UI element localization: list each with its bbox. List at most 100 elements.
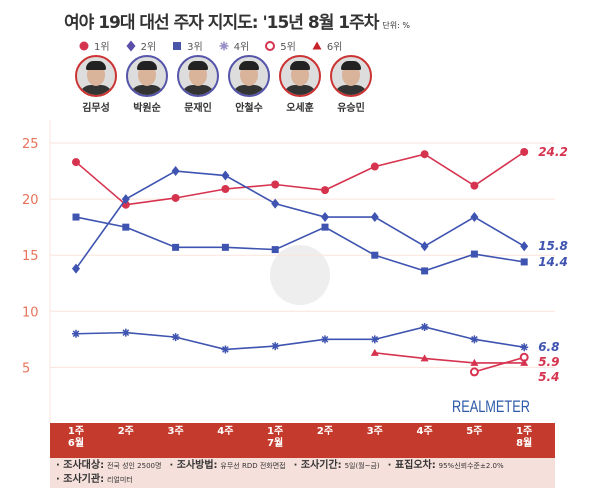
legend-label: 4위 <box>233 42 250 53</box>
info-key: · 조사방법: <box>169 460 218 471</box>
data-point <box>122 223 130 231</box>
x-axis-bar: 1주 6월 2주 3주 4주 1주 7월 2주 3주 4주 5주 1주 8월 <box>50 423 555 458</box>
candidate-name: 박원순 <box>133 103 161 114</box>
data-point <box>171 333 180 342</box>
data-point <box>171 166 180 177</box>
data-point <box>370 212 379 223</box>
candidate-photo <box>177 55 219 97</box>
candidate: 문재인 <box>176 55 220 114</box>
data-point <box>470 250 478 258</box>
info-key: · 표집오차: <box>387 460 436 471</box>
unit-label: 단위: % <box>382 21 410 30</box>
candidate-photo <box>228 55 270 97</box>
square-marker-icon <box>173 41 182 50</box>
week-label: 5주 <box>466 426 483 437</box>
data-point <box>321 186 329 195</box>
candidate-photo <box>279 55 321 97</box>
x-tick-label: 3주 <box>156 426 196 438</box>
data-point <box>420 241 429 252</box>
data-point <box>370 162 379 171</box>
data-point <box>520 241 529 252</box>
data-point <box>172 243 180 251</box>
data-point <box>520 343 529 352</box>
data-point <box>121 328 130 337</box>
series-1: 24.2 <box>72 145 568 209</box>
x-tick-label: 2주 <box>106 426 146 438</box>
end-value-label: 5.9 <box>538 355 559 369</box>
series-2: 15.8 <box>72 166 568 274</box>
info-value: 전국 성인 2500명 <box>106 462 162 470</box>
data-point <box>520 258 528 266</box>
x-tick-label: 3주 <box>355 426 395 438</box>
end-value-label: 6.8 <box>538 340 559 354</box>
data-point <box>321 335 329 344</box>
hollow-circle-marker-icon <box>265 40 276 51</box>
x-tick-label: 1주 6월 <box>56 426 96 450</box>
week-label: 3주 <box>366 426 383 437</box>
survey-info-item: · 표집오차: 95%신뢰수준±2.0% <box>388 459 504 473</box>
x-tick-label: 2주 <box>305 426 345 438</box>
info-value: 95%신뢰수준±2.0% <box>438 462 504 470</box>
legend-item: 3위 <box>171 38 203 53</box>
info-value: 5일(월~금) <box>344 462 380 470</box>
candidate-name: 문재인 <box>184 103 212 114</box>
y-tick-label: 10 <box>22 305 39 320</box>
week-label: 2주 <box>316 426 334 437</box>
legend: 1위 2위 3위 4위 5위 6위 <box>78 38 342 53</box>
end-value-label: 14.4 <box>538 255 568 269</box>
data-point <box>221 170 230 181</box>
candidate-photos: 김무성 박원순 문재인 안철수 오세훈 유승민 <box>74 55 373 114</box>
legend-item: 1위 <box>78 38 110 53</box>
data-point <box>221 345 230 354</box>
week-label: 3주 <box>167 426 184 437</box>
series-5: 5.9 <box>469 352 559 377</box>
x-tick-label: 1주 7월 <box>255 426 295 450</box>
data-point <box>72 213 80 221</box>
legend-item: 6위 <box>311 38 343 53</box>
candidate-name: 유승민 <box>337 103 365 114</box>
y-tick-label: 15 <box>22 249 39 264</box>
x-tick-label: 5주 <box>454 426 494 438</box>
series-line <box>474 356 525 373</box>
x-tick-label: 1주 8월 <box>504 426 544 450</box>
data-point <box>421 267 429 275</box>
diamond-marker-icon <box>126 40 136 51</box>
data-point <box>121 194 130 205</box>
y-tick-label: 20 <box>22 193 39 208</box>
week-label: 1주 <box>516 426 533 437</box>
data-point <box>271 180 280 189</box>
end-value-label: 5.4 <box>538 370 559 384</box>
candidate-photo <box>75 55 117 97</box>
survey-info-item: · 조사방법: 유무선 RDD 전화면접 <box>169 459 285 473</box>
candidate: 오세훈 <box>278 55 322 114</box>
title-text: 여야 19대 대선 주자 지지도: '15년 8월 1주차 <box>64 13 379 33</box>
x-tick-label: 4주 <box>205 426 245 438</box>
month-label: 8월 <box>516 438 533 449</box>
month-label: 6월 <box>67 438 85 449</box>
watermark-emblem <box>270 245 330 305</box>
data-point <box>171 193 180 202</box>
survey-info-item: · 조사대상: 전국 성인 2500명 <box>56 459 161 473</box>
end-value-label: 24.2 <box>538 145 568 159</box>
legend-label: 5위 <box>280 42 296 53</box>
data-point <box>72 329 80 338</box>
series-line <box>75 326 525 351</box>
legend-label: 6위 <box>326 42 343 53</box>
legend-label: 3위 <box>187 42 203 53</box>
data-point <box>72 263 80 274</box>
candidate-name: 김무성 <box>82 103 110 114</box>
end-value-label: 15.8 <box>538 239 568 253</box>
data-point <box>321 212 329 223</box>
survey-info-item: · 조사기관: 리얼미터 <box>56 473 133 487</box>
circle-marker-icon <box>79 41 89 50</box>
triangle-marker-icon <box>312 41 322 49</box>
legend-item: 4위 <box>218 38 250 53</box>
series-line <box>75 151 525 206</box>
chart-title: 여야 19대 대선 주자 지지도: '15년 8월 1주차 단위: % <box>64 8 410 33</box>
week-label: 4주 <box>217 426 234 437</box>
data-point <box>371 251 379 259</box>
candidate: 김무성 <box>74 55 118 114</box>
data-point <box>420 323 429 332</box>
candidate: 유승민 <box>329 55 373 114</box>
